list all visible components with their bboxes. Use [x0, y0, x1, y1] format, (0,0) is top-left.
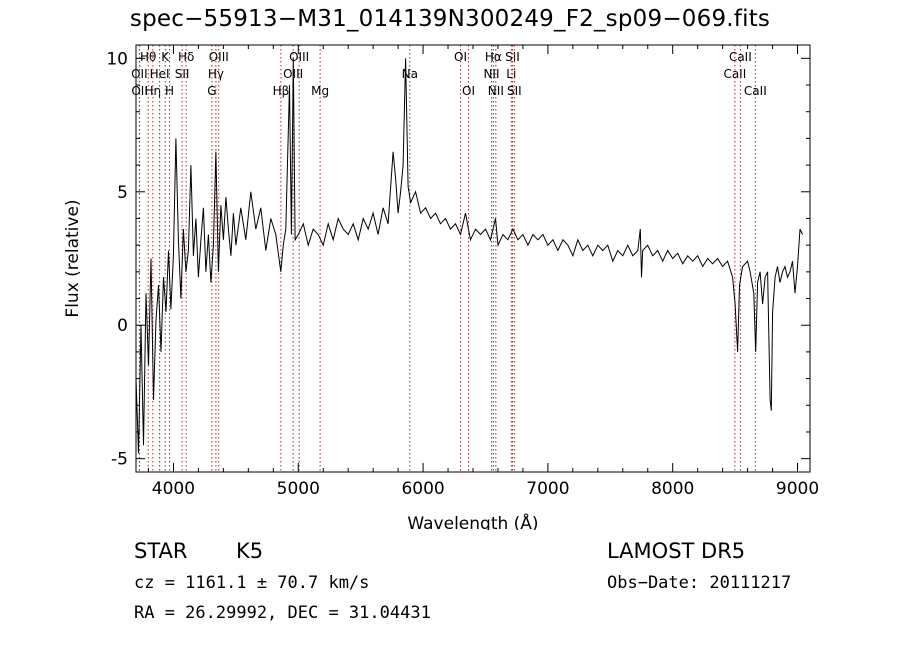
observation-date: Obs−Date: 20111217 — [607, 573, 792, 593]
line-label: CaII — [744, 84, 767, 98]
x-axis-label: Wavelength (Å) — [407, 512, 538, 530]
line-label: Li — [506, 67, 516, 81]
line-label: Hδ — [178, 50, 194, 64]
line-label: HeI — [150, 67, 170, 81]
line-label: Hθ — [140, 50, 156, 64]
line-label: NII — [483, 67, 499, 81]
y-tick-label: 10 — [106, 49, 128, 69]
line-label: H — [165, 84, 174, 98]
y-tick-label: 0 — [117, 316, 128, 336]
x-tick-label: 5000 — [277, 479, 320, 499]
line-label: OIII — [289, 50, 309, 64]
line-label: OI — [454, 50, 467, 64]
line-label: SII — [507, 84, 522, 98]
plot-frame — [135, 44, 811, 473]
x-tick-label: 8000 — [651, 479, 694, 499]
x-tick-label: 4000 — [152, 479, 195, 499]
coordinates: RA = 26.29992, DEC = 31.04431 — [134, 603, 431, 623]
emission-lines-layer: OIIOIIHθHηHeIKHSIIHδGHγOIIIHβOIIIOIIIMgN… — [131, 45, 767, 472]
y-tick-label: -5 — [111, 450, 128, 470]
line-label: CaII — [723, 67, 746, 81]
spectrum-chart: OIIOIIHθHηHeIKHSIIHδGHγOIIIHβOIIIOIIIMgN… — [63, 44, 819, 530]
line-label: Hγ — [208, 67, 224, 81]
line-label: OIII — [209, 50, 229, 64]
line-label: CaII — [729, 50, 752, 64]
object-subclass: K5 — [236, 539, 264, 563]
line-label: NII — [488, 84, 504, 98]
line-label: G — [207, 84, 216, 98]
axes-layer: 4000 5000 6000 7000 8000 9000 -5 0 5 10 — [106, 45, 819, 499]
line-label: Hη — [145, 84, 162, 98]
object-class: STAR — [134, 539, 188, 563]
line-label: SII — [175, 67, 190, 81]
chart-title: spec−55913−M31_014139N300249_F2_sp09−069… — [129, 6, 771, 32]
line-label: Na — [402, 67, 418, 81]
y-tick-label: 5 — [117, 183, 128, 203]
line-label: Hβ — [273, 84, 290, 98]
line-label: Hα — [485, 50, 502, 64]
line-label: OII — [131, 84, 148, 98]
y-axis-label: Flux (relative) — [63, 199, 83, 317]
survey-name: LAMOST DR5 — [607, 539, 746, 563]
line-label: K — [161, 50, 170, 64]
redshift-velocity: cz = 1161.1 ± 70.7 km/s — [134, 573, 370, 593]
line-label: OI — [462, 84, 475, 98]
line-label: Mg — [311, 84, 329, 98]
spectrum-series-line — [135, 58, 803, 454]
x-tick-label: 6000 — [401, 479, 444, 499]
line-label: SII — [505, 50, 520, 64]
x-tick-label: 9000 — [776, 479, 819, 499]
x-tick-label: 7000 — [526, 479, 569, 499]
